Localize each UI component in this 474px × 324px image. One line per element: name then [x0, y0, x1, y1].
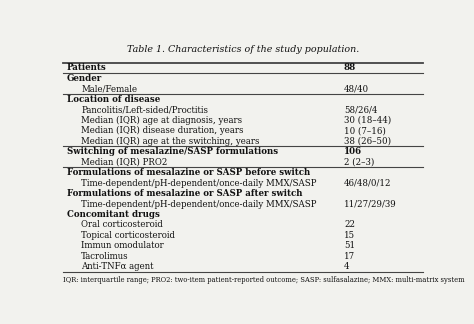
Text: Immun omodulator: Immun omodulator [82, 241, 164, 250]
Text: Switching of mesalazine/SASP formulations: Switching of mesalazine/SASP formulation… [66, 147, 278, 156]
Text: Time-dependent/pH-dependent/once-daily MMX/SASP: Time-dependent/pH-dependent/once-daily M… [82, 179, 317, 188]
Text: Patients: Patients [66, 63, 106, 72]
Text: Gender: Gender [66, 74, 102, 83]
Text: 58/26/4: 58/26/4 [344, 105, 377, 114]
Text: 17: 17 [344, 252, 355, 261]
Text: 30 (18–44): 30 (18–44) [344, 116, 391, 125]
Text: Median (IQR) PRO2: Median (IQR) PRO2 [82, 157, 168, 167]
Text: Time-dependent/pH-dependent/once-daily MMX/SASP: Time-dependent/pH-dependent/once-daily M… [82, 200, 317, 209]
Text: Table 1. Characteristics of the study population.: Table 1. Characteristics of the study po… [127, 45, 359, 54]
Text: 106: 106 [344, 147, 362, 156]
Text: Anti-TNFα agent: Anti-TNFα agent [82, 262, 154, 272]
Text: Male/Female: Male/Female [82, 84, 137, 93]
Text: 51: 51 [344, 241, 355, 250]
Text: 2 (2–3): 2 (2–3) [344, 157, 374, 167]
Text: 38 (26–50): 38 (26–50) [344, 137, 391, 146]
Text: 10 (7–16): 10 (7–16) [344, 126, 386, 135]
Text: Pancolitis/Left-sided/Proctitis: Pancolitis/Left-sided/Proctitis [82, 105, 208, 114]
Text: IQR: interquartile range; PRO2: two-item patient-reported outcome; SASP: sulfasa: IQR: interquartile range; PRO2: two-item… [63, 276, 465, 284]
Text: 15: 15 [344, 231, 355, 240]
Text: 46/48/0/12: 46/48/0/12 [344, 179, 392, 188]
Text: Formulations of mesalazine or SASP before switch: Formulations of mesalazine or SASP befor… [66, 168, 310, 177]
Text: Concomitant drugs: Concomitant drugs [66, 210, 159, 219]
Text: Tacrolimus: Tacrolimus [82, 252, 129, 261]
Text: Topical corticosteroid: Topical corticosteroid [82, 231, 175, 240]
Text: Location of disease: Location of disease [66, 95, 160, 104]
Text: Median (IQR) age at diagnosis, years: Median (IQR) age at diagnosis, years [82, 116, 242, 125]
Text: 11/27/29/39: 11/27/29/39 [344, 200, 397, 209]
Text: Median (IQR) age at the switching, years: Median (IQR) age at the switching, years [82, 137, 260, 146]
Text: Oral corticosteroid: Oral corticosteroid [82, 221, 163, 229]
Text: 4: 4 [344, 262, 349, 272]
Text: 48/40: 48/40 [344, 84, 369, 93]
Text: 22: 22 [344, 221, 355, 229]
Text: Median (IQR) disease duration, years: Median (IQR) disease duration, years [82, 126, 244, 135]
Text: Formulations of mesalazine or SASP after switch: Formulations of mesalazine or SASP after… [66, 189, 302, 198]
Text: 88: 88 [344, 63, 356, 72]
